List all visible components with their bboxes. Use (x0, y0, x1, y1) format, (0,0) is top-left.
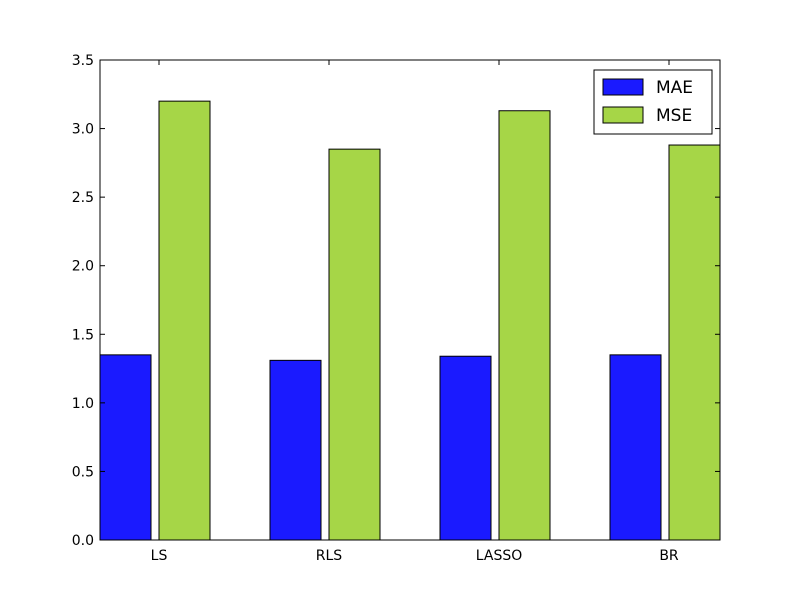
legend-swatch-mse (602, 106, 644, 124)
x-tick-label: RLS (316, 548, 343, 564)
ticks-group: LS RLS LASSO BR 0.0 0.5 1.0 1.5 2.0 2.5 3.0 3.5 (72, 53, 720, 564)
y-tick-label: 1.5 (72, 327, 94, 343)
bar-mse-rls (328, 148, 381, 541)
legend-label-mae: MAE (656, 78, 693, 98)
bar-mae-lasso (439, 355, 492, 541)
bar-mse-br (668, 144, 721, 541)
legend: MAE MSE (593, 69, 713, 135)
y-tick-label: 0.5 (72, 464, 94, 480)
y-tick-label: 2.0 (72, 259, 94, 275)
y-tick-label: 1.0 (72, 396, 94, 412)
x-tick-label: LASSO (476, 548, 523, 564)
y-tick-label: 2.5 (72, 190, 94, 206)
x-tick-label: LS (151, 548, 168, 564)
bar-mae-ls (99, 354, 152, 541)
bar-mae-br (609, 354, 662, 541)
bar-mae-rls (269, 359, 322, 541)
bar-mse-ls (158, 100, 211, 541)
bar-mse-lasso (498, 110, 551, 541)
y-tick-label: 0.0 (72, 533, 94, 549)
y-tick-label: 3.5 (72, 53, 94, 69)
bars-group (99, 100, 721, 541)
y-tick-label: 3.0 (72, 122, 94, 138)
legend-swatch-mae (602, 78, 644, 96)
legend-label-mse: MSE (656, 106, 692, 126)
x-tick-label: BR (659, 548, 679, 564)
plot-frame (99, 59, 721, 541)
